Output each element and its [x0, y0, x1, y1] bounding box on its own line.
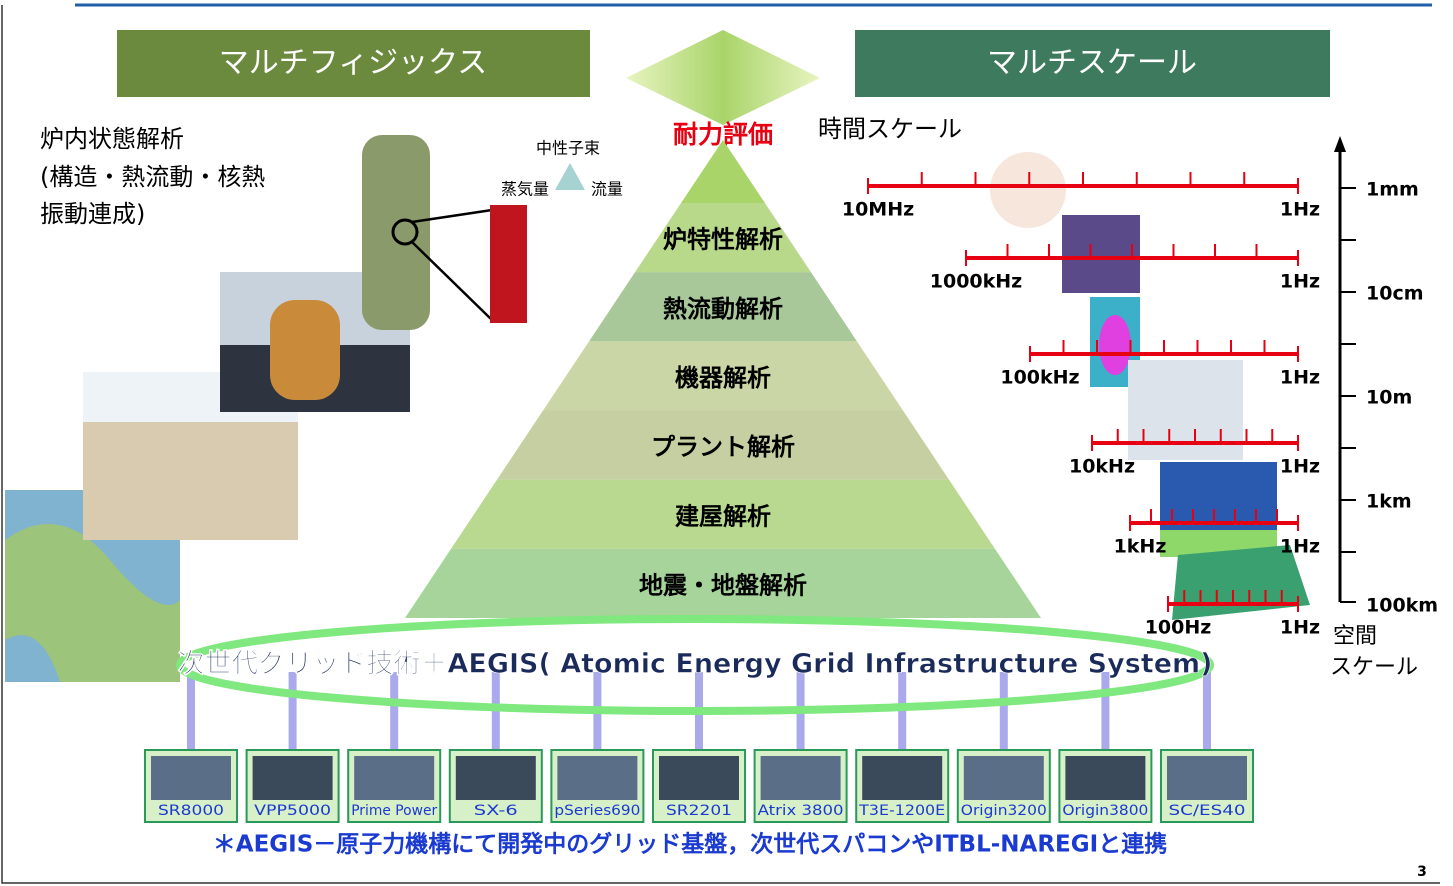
- zoom-line: [411, 241, 493, 321]
- time-from: 1kHz: [1114, 536, 1167, 558]
- machine-label: Origin3800: [1062, 803, 1148, 819]
- header-right: マルチスケール: [987, 46, 1197, 81]
- time-to: 1Hz: [1280, 367, 1320, 389]
- flow-label: 流量: [591, 180, 623, 199]
- machine-label: Origin3200: [961, 803, 1047, 819]
- pyramid-level: 炉特性解析: [663, 226, 783, 254]
- machine-photo: [354, 756, 435, 800]
- terrain-image: [1172, 545, 1310, 620]
- time-from: 100Hz: [1145, 617, 1212, 639]
- pyramid-level: 機器解析: [675, 364, 771, 392]
- machine-label: SC/ES40: [1169, 803, 1246, 819]
- pyramid-level: 建屋解析: [675, 502, 771, 530]
- space-label: 100km: [1366, 595, 1438, 617]
- machine-photo: [151, 756, 231, 800]
- machine-label: T3E-1200E: [858, 803, 945, 819]
- reactor-image: [362, 135, 430, 330]
- pyramid-band: [497, 410, 949, 480]
- time-scale-title: 時間スケール: [818, 115, 962, 143]
- machine-photo: [963, 756, 1044, 800]
- time-to: 1Hz: [1280, 617, 1320, 639]
- machine-photo: [760, 756, 841, 800]
- pyramid-level: 地震・地盤解析: [639, 571, 807, 599]
- space-label: 10m: [1366, 387, 1412, 409]
- space-axis-arrow: [1334, 136, 1346, 152]
- space-label: 1mm: [1366, 179, 1419, 201]
- pyramid-level: プラント解析: [651, 433, 795, 461]
- note-line: 炉内状態解析: [40, 125, 184, 153]
- atom-image: [990, 152, 1066, 228]
- machine-label: Atrix 3800: [758, 803, 844, 819]
- page-number: 3: [1417, 864, 1427, 880]
- machine-label: VPP5000: [254, 803, 331, 819]
- grid-label: 次世代グリッド技術＋AEGIS( Atomic Energy Grid Infr…: [178, 648, 1213, 680]
- pyramid-band: [543, 341, 903, 411]
- flux-label: 中性子束: [536, 139, 600, 158]
- frame: [1, 5, 1440, 884]
- header-left: マルチフィジックス: [219, 46, 488, 81]
- header-right-box: [855, 30, 1330, 97]
- time-to: 1Hz: [1280, 536, 1320, 558]
- machine-photo: [252, 756, 333, 800]
- time-from: 100kHz: [1000, 367, 1079, 389]
- time-from: 10kHz: [1069, 456, 1135, 478]
- pyramid-apex: [681, 140, 765, 203]
- pyramid-band: [589, 272, 857, 342]
- time-from: 1000kHz: [930, 271, 1022, 293]
- note-line: (構造・熱流動・核熱: [40, 163, 265, 191]
- machine-label: pSeries690: [554, 803, 640, 819]
- machine-photo: [1065, 756, 1146, 800]
- machine-label: SX-6: [474, 803, 518, 819]
- core-image: [1062, 215, 1140, 293]
- pyramid-band: [451, 479, 995, 549]
- machine-photo: [862, 756, 943, 800]
- space-title: スケール: [1330, 655, 1418, 680]
- pyramid-band: [405, 548, 1041, 618]
- machine-label: Prime Power: [351, 803, 437, 819]
- steam-label: 蒸気量: [501, 180, 549, 199]
- machine-photo: [659, 756, 739, 800]
- diamond: [626, 30, 820, 125]
- note-line: 振動連成): [40, 200, 145, 228]
- machine-photo: [1167, 756, 1247, 800]
- time-from: 10MHz: [842, 199, 914, 221]
- map-land: [5, 524, 180, 682]
- time-to: 1Hz: [1280, 456, 1320, 478]
- time-to: 1Hz: [1280, 271, 1320, 293]
- flux-triangle: [555, 163, 585, 190]
- machine-photo: [557, 756, 638, 800]
- space-label: 1km: [1366, 491, 1412, 513]
- building-reactor: [270, 300, 340, 400]
- vessel-hot: [1099, 315, 1131, 375]
- header-left-box: [117, 30, 590, 97]
- machine-photo: [455, 756, 536, 800]
- footer-note: ＊AEGIS－原子力機構にて開発中のグリッド基盤，次世代スパコンやITBL-NA…: [213, 831, 1167, 858]
- machine-label: SR2201: [666, 803, 732, 819]
- fuel-image: [490, 205, 527, 323]
- zoom-circle: [391, 218, 419, 246]
- space-title: 空間: [1333, 624, 1377, 649]
- pyramid-level: 熱流動解析: [663, 295, 783, 323]
- time-to: 1Hz: [1280, 199, 1320, 221]
- space-label: 10cm: [1366, 283, 1424, 305]
- pyramid-band: [635, 203, 811, 273]
- zoom-line: [411, 208, 493, 224]
- grid-ellipse: [176, 615, 1214, 715]
- machine-label: SR8000: [158, 803, 224, 819]
